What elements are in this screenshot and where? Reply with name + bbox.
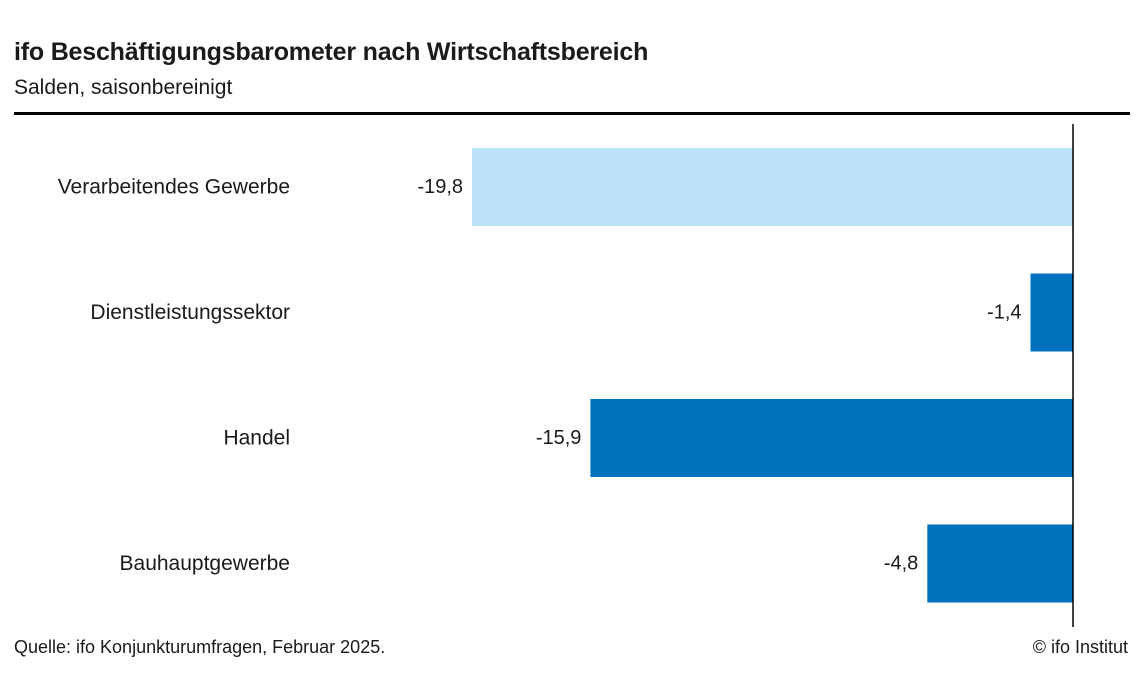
value-label-3: -15,9 [536, 427, 582, 449]
bar-1 [472, 148, 1073, 226]
bar-3 [590, 399, 1073, 477]
title-divider [14, 112, 1130, 115]
category-label-1: Verarbeitendes Gewerbe [58, 176, 290, 199]
chart-title: ifo Beschäftigungsbarometer nach Wirtsch… [14, 38, 649, 66]
value-label-2: -1,4 [987, 302, 1021, 324]
bars-layer: -19,8 Verarbeitendes Gewerbe -1,4 Dienstlei… [58, 148, 1073, 603]
category-label-3: Handel [223, 427, 290, 450]
copyright-note: © ifo Institut [1032, 637, 1128, 657]
value-label-1: -19,8 [417, 176, 463, 198]
chart-subtitle: Salden, saisonbereinigt [14, 76, 233, 99]
category-label-4: Bauhauptgewerbe [120, 552, 290, 575]
source-note: Quelle: ifo Konjunkturumfragen, Februar … [14, 637, 386, 657]
value-label-4: -4,8 [884, 553, 918, 575]
category-label-2: Dienstleistungssektor [90, 301, 290, 324]
bar-4 [927, 524, 1073, 603]
bar-2 [1030, 273, 1073, 352]
